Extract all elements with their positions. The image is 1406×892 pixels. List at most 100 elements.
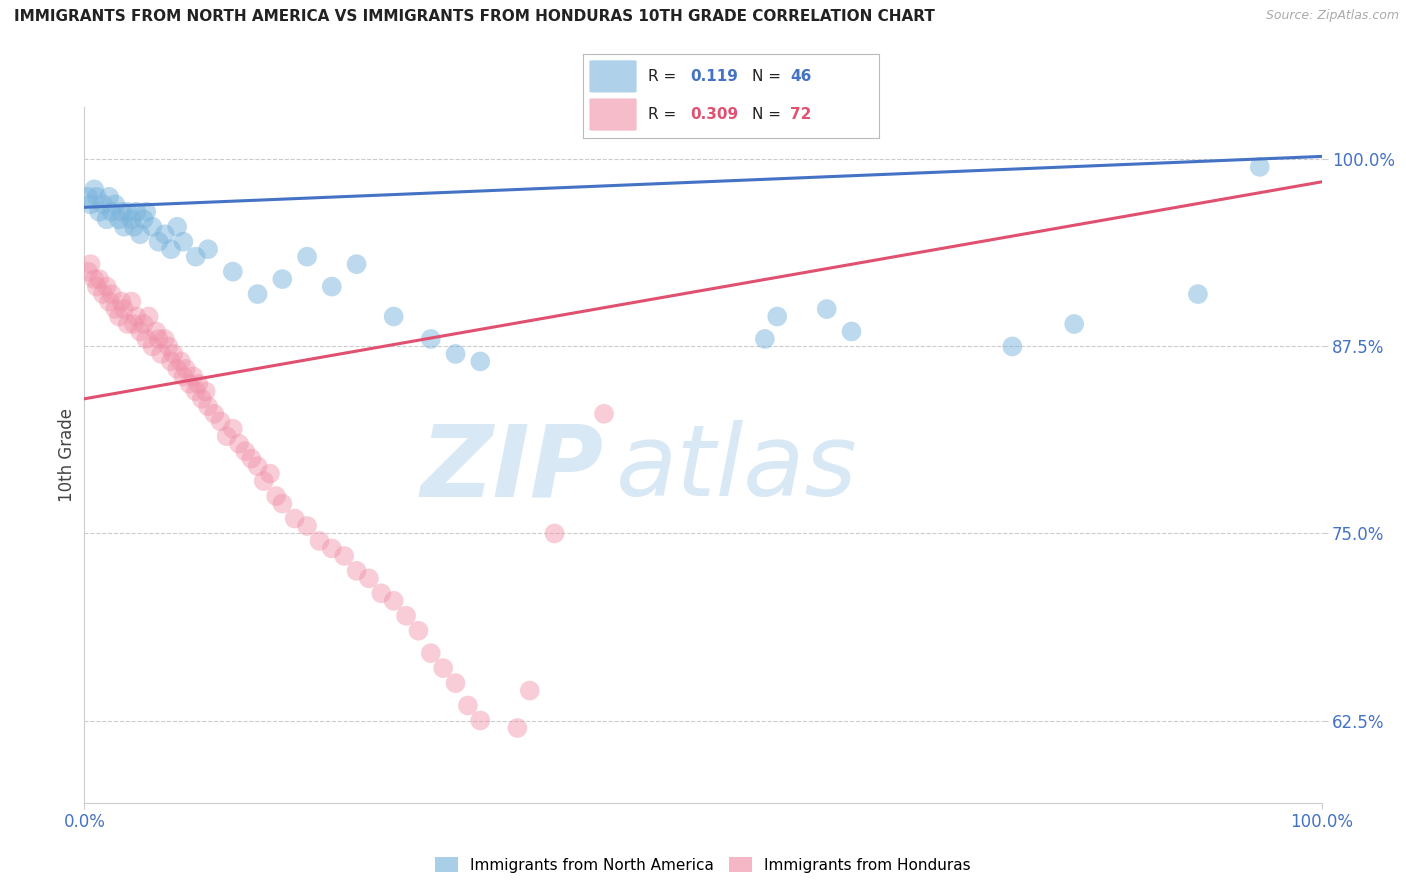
Text: N =: N = xyxy=(752,69,786,84)
Point xyxy=(104,197,127,211)
Point xyxy=(419,646,441,660)
Point xyxy=(357,571,380,585)
Point xyxy=(129,227,152,242)
Point xyxy=(86,279,108,293)
Point xyxy=(125,310,148,324)
Text: 0.309: 0.309 xyxy=(690,107,738,122)
Point xyxy=(519,683,541,698)
Point xyxy=(98,190,121,204)
Text: N =: N = xyxy=(752,107,786,122)
Point xyxy=(222,422,245,436)
Point xyxy=(104,301,127,316)
Point xyxy=(233,444,256,458)
Point xyxy=(228,436,250,450)
Point xyxy=(209,414,232,428)
Text: 46: 46 xyxy=(790,69,811,84)
Point xyxy=(1249,160,1271,174)
Point xyxy=(1001,339,1024,353)
Point xyxy=(160,242,183,256)
Point xyxy=(181,369,204,384)
Point xyxy=(841,325,863,339)
Point xyxy=(222,265,245,279)
Point xyxy=(170,354,193,368)
Point xyxy=(132,317,155,331)
Point xyxy=(96,279,118,293)
Text: ZIP: ZIP xyxy=(420,420,605,517)
Point xyxy=(308,533,330,548)
Point xyxy=(153,227,176,242)
Point xyxy=(172,235,194,249)
Point xyxy=(470,714,492,728)
Point xyxy=(543,526,565,541)
Point xyxy=(333,549,356,563)
Text: R =: R = xyxy=(648,69,682,84)
Point xyxy=(259,467,281,481)
Point xyxy=(110,294,132,309)
Point xyxy=(150,347,173,361)
Point xyxy=(346,564,368,578)
Point xyxy=(284,511,307,525)
Point xyxy=(120,294,142,309)
FancyBboxPatch shape xyxy=(589,61,637,93)
Point xyxy=(382,594,405,608)
Point xyxy=(166,362,188,376)
Point xyxy=(264,489,287,503)
Point xyxy=(145,325,167,339)
Point xyxy=(141,219,163,234)
Point xyxy=(1063,317,1085,331)
Point xyxy=(129,325,152,339)
Text: IMMIGRANTS FROM NORTH AMERICA VS IMMIGRANTS FROM HONDURAS 10TH GRADE CORRELATION: IMMIGRANTS FROM NORTH AMERICA VS IMMIGRA… xyxy=(14,9,935,24)
Text: atlas: atlas xyxy=(616,420,858,517)
Point xyxy=(295,519,318,533)
Point xyxy=(197,242,219,256)
Point xyxy=(122,317,145,331)
Point xyxy=(100,287,122,301)
Text: Source: ZipAtlas.com: Source: ZipAtlas.com xyxy=(1265,9,1399,22)
Point xyxy=(271,272,294,286)
Point xyxy=(148,235,170,249)
Point xyxy=(108,310,131,324)
Point xyxy=(98,294,121,309)
Point xyxy=(202,407,225,421)
Y-axis label: 10th Grade: 10th Grade xyxy=(58,408,76,502)
Point xyxy=(246,459,269,474)
Point xyxy=(197,399,219,413)
Point xyxy=(432,661,454,675)
Point xyxy=(166,219,188,234)
Point xyxy=(179,376,201,391)
Point xyxy=(89,272,111,286)
Point xyxy=(153,332,176,346)
Point xyxy=(86,190,108,204)
Point xyxy=(215,429,238,443)
Point xyxy=(135,204,157,219)
Point xyxy=(457,698,479,713)
Point xyxy=(120,212,142,227)
Point xyxy=(125,204,148,219)
Point xyxy=(89,204,111,219)
Point xyxy=(77,190,100,204)
Point xyxy=(754,332,776,346)
Point xyxy=(191,392,214,406)
Point xyxy=(408,624,430,638)
Point xyxy=(100,204,122,219)
Point xyxy=(321,541,343,556)
Point xyxy=(444,676,467,690)
Point xyxy=(382,310,405,324)
Point xyxy=(122,219,145,234)
Point xyxy=(419,332,441,346)
Point xyxy=(117,204,139,219)
Point xyxy=(246,287,269,301)
Point xyxy=(160,354,183,368)
Point xyxy=(346,257,368,271)
Point xyxy=(174,362,197,376)
Point xyxy=(184,384,207,399)
Point xyxy=(321,279,343,293)
Point xyxy=(77,265,100,279)
Point xyxy=(766,310,789,324)
Point xyxy=(240,451,263,466)
Point xyxy=(91,287,114,301)
Point xyxy=(470,354,492,368)
Point xyxy=(162,347,184,361)
Text: 0.119: 0.119 xyxy=(690,69,738,84)
Point xyxy=(593,407,616,421)
